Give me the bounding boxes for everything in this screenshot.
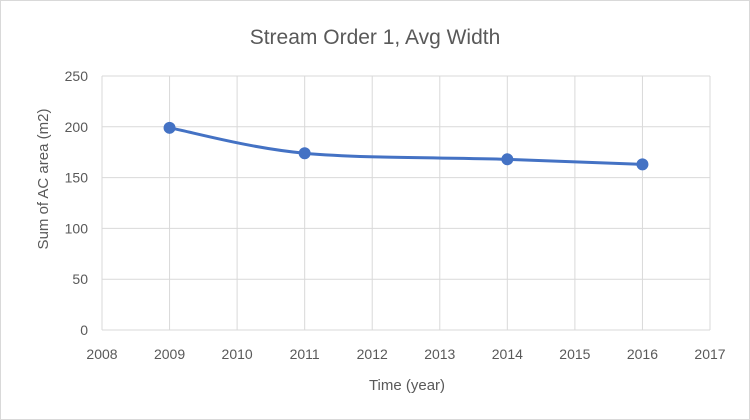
y-axis-label: Sum of AC area (m2) xyxy=(35,109,52,250)
x-tick-label: 2017 xyxy=(694,346,725,362)
data-point xyxy=(298,147,311,160)
y-tick-label: 150 xyxy=(65,170,89,186)
x-tick-label: 2016 xyxy=(627,346,658,362)
x-tick-label: 2015 xyxy=(559,346,590,362)
data-point xyxy=(636,158,649,171)
x-tick-label: 2014 xyxy=(492,346,523,362)
x-tick-label: 2009 xyxy=(154,346,185,362)
x-axis-label: Time (year) xyxy=(369,377,445,394)
y-tick-labels: 0 50 100 150 200 250 xyxy=(65,68,89,338)
y-tick-label: 0 xyxy=(80,322,88,338)
x-tick-label: 2011 xyxy=(290,346,320,362)
y-tick-label: 100 xyxy=(65,220,89,236)
y-tick-label: 50 xyxy=(72,271,88,287)
data-point xyxy=(501,153,514,166)
data-point xyxy=(163,121,176,134)
y-tick-label: 250 xyxy=(65,68,89,84)
x-tick-labels: 2008 2009 2010 2011 2012 2013 2014 2015 2016 2017 xyxy=(86,346,725,362)
gridlines xyxy=(101,75,711,331)
series-layer xyxy=(163,121,649,171)
x-tick-label: 2013 xyxy=(424,346,455,362)
x-tick-label: 2008 xyxy=(86,346,117,362)
chart-title: Stream Order 1, Avg Width xyxy=(250,26,501,49)
series-line xyxy=(168,126,644,166)
x-tick-label: 2010 xyxy=(222,346,253,362)
y-tick-label: 200 xyxy=(65,119,89,135)
x-tick-label: 2012 xyxy=(357,346,388,362)
